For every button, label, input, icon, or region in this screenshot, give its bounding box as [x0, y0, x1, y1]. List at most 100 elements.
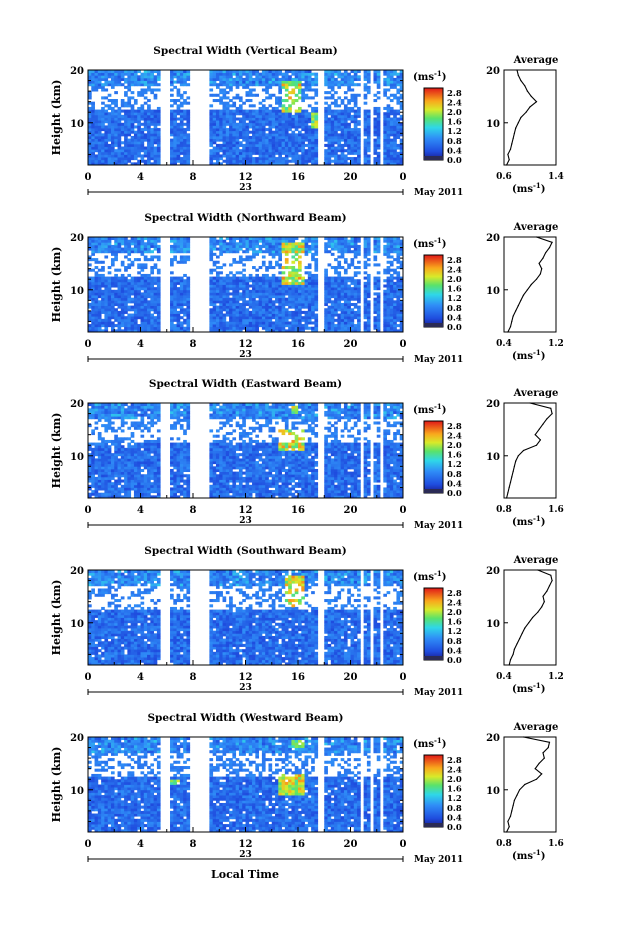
heatmap-cell [111, 73, 115, 76]
heatmap-cell [255, 115, 259, 118]
heatmap-cell [88, 472, 92, 475]
heatmap-cell [226, 274, 230, 277]
heatmap-cell [252, 149, 256, 152]
heatmap-cell [295, 316, 299, 319]
heatmap-cell [331, 133, 335, 136]
heatmap-cell [291, 282, 295, 285]
heatmap-cell [121, 298, 125, 301]
heatmap-cell [347, 266, 351, 269]
heatmap-cell [144, 250, 148, 253]
heatmap-cell [308, 157, 312, 160]
heatmap-cell [98, 242, 102, 245]
heatmap-cell [259, 300, 263, 303]
heatmap-cell [180, 110, 184, 113]
heatmap-cell [298, 242, 302, 245]
heatmap-cell [354, 115, 358, 118]
heatmap-cell [387, 287, 391, 290]
heatmap-cell [141, 118, 145, 121]
heatmap-cell [308, 290, 312, 293]
heatmap-cell [259, 290, 263, 293]
heatmap-cell [209, 75, 213, 78]
heatmap-cell [108, 248, 112, 251]
heatmap-cell [344, 75, 348, 78]
heatmap-cell [173, 279, 177, 282]
heatmap-cell [278, 277, 282, 280]
heatmap-cell [347, 81, 351, 84]
heatmap-cell [101, 242, 105, 245]
heatmap-cell [351, 295, 355, 298]
heatmap-cell [357, 261, 361, 264]
heatmap-cell [239, 311, 243, 314]
heatmap-cell [226, 245, 230, 248]
heatmap-cell [124, 248, 128, 251]
heatmap-cell [131, 319, 135, 322]
heatmap-cell [223, 102, 227, 105]
heatmap-cell [275, 73, 279, 76]
heatmap-cell [331, 154, 335, 157]
heatmap-cell [226, 250, 230, 253]
heatmap-cell [147, 104, 151, 107]
heatmap-cell [390, 123, 394, 126]
heatmap-cell [95, 279, 99, 282]
heatmap-cell [387, 240, 391, 243]
heatmap-cell [341, 128, 345, 131]
heatmap-cell [367, 78, 371, 81]
heatmap-cell [305, 290, 309, 293]
heatmap-cell [383, 123, 387, 126]
heatmap-cell [98, 292, 102, 295]
heatmap-cell [232, 131, 236, 134]
heatmap-cell [324, 269, 328, 272]
heatmap-cell [180, 303, 184, 306]
heatmap-cell [157, 258, 161, 261]
heatmap-cell [157, 112, 161, 115]
heatmap-cell [177, 133, 181, 136]
heatmap-cell [95, 282, 99, 285]
heatmap-cell [154, 147, 158, 150]
heatmap-cell [150, 144, 154, 147]
heatmap-cell [373, 263, 377, 266]
heatmap-cell [180, 287, 184, 290]
heatmap-cell [390, 152, 394, 155]
heatmap-cell [275, 250, 279, 253]
heatmap-cell [305, 136, 309, 139]
heatmap-cell [104, 287, 108, 290]
heatmap-cell [383, 295, 387, 298]
heatmap-cell [252, 245, 256, 248]
heatmap-cell [239, 133, 243, 136]
heatmap-cell [252, 282, 256, 285]
heatmap-cell [364, 149, 368, 152]
heatmap-cell [127, 287, 131, 290]
heatmap-cell [154, 118, 158, 121]
heatmap-cell [291, 73, 295, 76]
heatmap-cell [308, 86, 312, 89]
heatmap-cell [291, 292, 295, 295]
heatmap-cell [373, 75, 377, 78]
heatmap-cell [183, 311, 187, 314]
heatmap-cell [337, 248, 341, 251]
heatmap-cell [367, 327, 371, 330]
heatmap-cell [255, 245, 259, 248]
heatmap-cell [265, 292, 269, 295]
heatmap-cell [95, 83, 99, 86]
heatmap-cell [324, 78, 328, 81]
heatmap-cell [328, 104, 332, 107]
heatmap-cell [147, 118, 151, 121]
heatmap-cell [275, 110, 279, 113]
heatmap-cell [347, 128, 351, 131]
heatmap-cell [137, 107, 141, 110]
heatmap-cell [108, 81, 112, 84]
heatmap-cell [95, 466, 99, 469]
heatmap-cell [305, 314, 309, 317]
heatmap-cell [341, 308, 345, 311]
heatmap-cell [301, 118, 305, 121]
heatmap-cell [301, 285, 305, 288]
heatmap-cell [180, 255, 184, 258]
heatmap-cell [104, 78, 108, 81]
heatmap-cell [229, 298, 233, 301]
heatmap-cell [387, 319, 391, 322]
heatmap-cell [393, 242, 397, 245]
heatmap-cell [118, 306, 122, 309]
heatmap-cell [265, 120, 269, 123]
heatmap-cell [141, 242, 145, 245]
heatmap-cell [170, 282, 174, 285]
